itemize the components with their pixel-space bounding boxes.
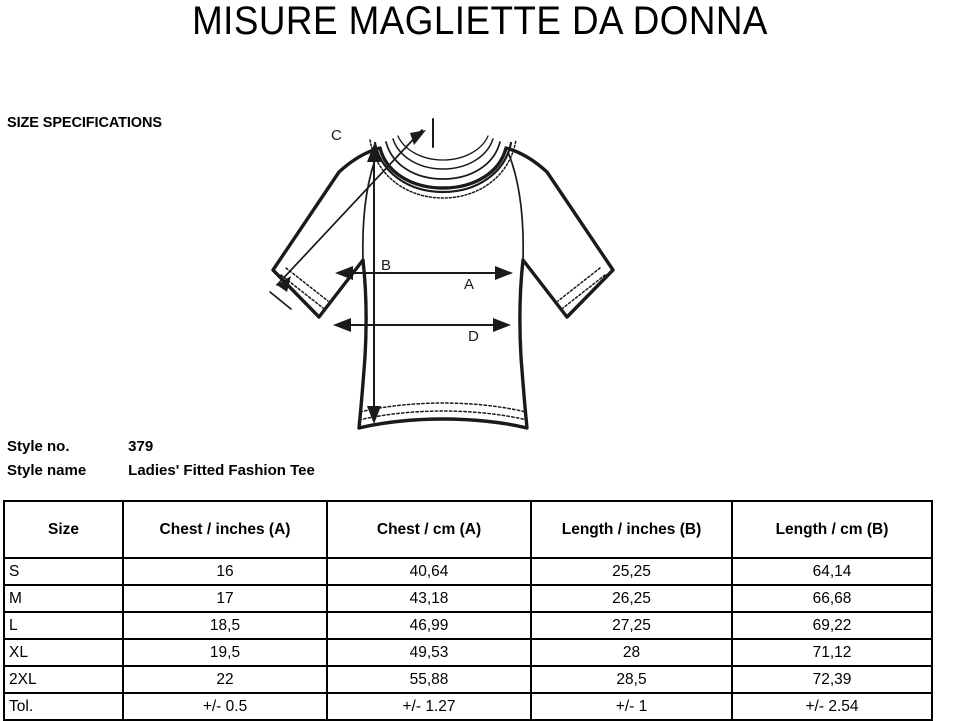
measure-a-arrowhead-left	[335, 266, 353, 280]
column-header-chest-cm: Chest / cm (A)	[326, 500, 532, 559]
cell-length-in: 25,25	[530, 557, 733, 586]
table-header-row: Size Chest / inches (A) Chest / cm (A) L…	[3, 500, 933, 559]
measure-label-c: C	[331, 127, 342, 144]
right-cuff-stitch-inner	[557, 267, 601, 302]
cell-size: M	[3, 584, 124, 613]
measure-b-arrowhead-bottom	[367, 406, 381, 424]
measure-label-b: B	[381, 257, 391, 274]
cell-chest-in: +/- 0.5	[122, 692, 328, 721]
table-row: 2XL 22 55,88 28,5 72,39	[3, 665, 933, 694]
cell-length-in: 26,25	[530, 584, 733, 613]
size-table-container: Size Chest / inches (A) Chest / cm (A) L…	[3, 500, 933, 721]
hem-stitch-inner	[358, 410, 528, 421]
garment-diagram: C B A D	[215, 112, 635, 452]
cell-length-cm: 72,39	[731, 665, 933, 694]
table-row: S 16 40,64 25,25 64,14	[3, 557, 933, 586]
table-row: M 17 43,18 26,25 66,68	[3, 584, 933, 613]
measure-b-arrowhead-top	[367, 144, 381, 162]
collar-inner-line-1	[385, 141, 501, 180]
measure-d-arrowhead-left	[333, 318, 351, 332]
hem-stitch-outer	[359, 402, 527, 413]
size-table: Size Chest / inches (A) Chest / cm (A) L…	[3, 500, 933, 721]
measure-label-d: D	[468, 328, 479, 345]
cell-chest-in: 22	[122, 665, 328, 694]
size-table-body: S 16 40,64 25,25 64,14 M 17 43,18 26,25 …	[3, 557, 933, 721]
collar-inner-line-2	[392, 138, 494, 170]
cell-chest-cm: 55,88	[326, 665, 532, 694]
table-row: Tol. +/- 0.5 +/- 1.27 +/- 1 +/- 2.54	[3, 692, 933, 721]
measure-c-arrowhead-end	[410, 130, 426, 145]
cell-length-in: 28	[530, 638, 733, 667]
left-cuff-stitch-inner	[285, 267, 329, 302]
measure-d-arrowhead-right	[493, 318, 511, 332]
cell-length-cm: 66,68	[731, 584, 933, 613]
measure-a-arrowhead-right	[495, 266, 513, 280]
style-no-row: Style no. 379	[7, 435, 315, 459]
cell-length-cm: +/- 2.54	[731, 692, 933, 721]
cell-length-cm: 69,22	[731, 611, 933, 640]
style-no-value: 379	[128, 438, 154, 455]
cell-size: 2XL	[3, 665, 124, 694]
cell-chest-cm: 43,18	[326, 584, 532, 613]
collar-inner-line-3	[397, 135, 489, 161]
column-header-size: Size	[3, 500, 124, 559]
page-title: MISURE MAGLIETTE DA DONNA	[192, 0, 768, 43]
cell-length-cm: 71,12	[731, 638, 933, 667]
right-cuff-stitch-outer	[562, 274, 606, 309]
table-row: XL 19,5 49,53 28 71,12	[3, 638, 933, 667]
cell-chest-in: 17	[122, 584, 328, 613]
cell-length-in: 27,25	[530, 611, 733, 640]
cell-chest-cm: +/- 1.27	[326, 692, 532, 721]
table-row: L 18,5 46,99 27,25 69,22	[3, 611, 933, 640]
measure-c-arrowhead-start	[277, 276, 291, 292]
cell-chest-in: 18,5	[122, 611, 328, 640]
cell-chest-cm: 40,64	[326, 557, 532, 586]
cell-size: L	[3, 611, 124, 640]
column-header-length-cm: Length / cm (B)	[731, 500, 933, 559]
cell-chest-cm: 46,99	[326, 611, 532, 640]
cell-chest-in: 19,5	[122, 638, 328, 667]
style-name-label: Style name	[7, 462, 87, 479]
style-name-value: Ladies' Fitted Fashion Tee	[128, 462, 315, 479]
collar-stitch-dotted	[369, 139, 517, 199]
style-info-block: Style no. 379 Style name Ladies' Fitted …	[7, 435, 315, 483]
right-armhole-seam	[507, 151, 525, 261]
measure-c-extension	[269, 291, 292, 310]
cell-chest-cm: 49,53	[326, 638, 532, 667]
size-specifications-label: SIZE SPECIFICATIONS	[7, 115, 162, 131]
style-name-row: Style name Ladies' Fitted Fashion Tee	[7, 459, 315, 483]
collar-outer-rib	[373, 141, 513, 194]
cell-size: Tol.	[3, 692, 124, 721]
cell-size: S	[3, 557, 124, 586]
column-header-chest-in: Chest / inches (A)	[122, 500, 328, 559]
cell-size: XL	[3, 638, 124, 667]
cell-chest-in: 16	[122, 557, 328, 586]
cell-length-cm: 64,14	[731, 557, 933, 586]
column-header-length-in: Length / inches (B)	[530, 500, 733, 559]
cell-length-in: +/- 1	[530, 692, 733, 721]
measure-label-a: A	[464, 276, 474, 293]
measure-c-line	[276, 129, 423, 286]
cell-length-in: 28,5	[530, 665, 733, 694]
tee-body-outline	[271, 146, 615, 430]
style-no-label: Style no.	[7, 438, 70, 455]
